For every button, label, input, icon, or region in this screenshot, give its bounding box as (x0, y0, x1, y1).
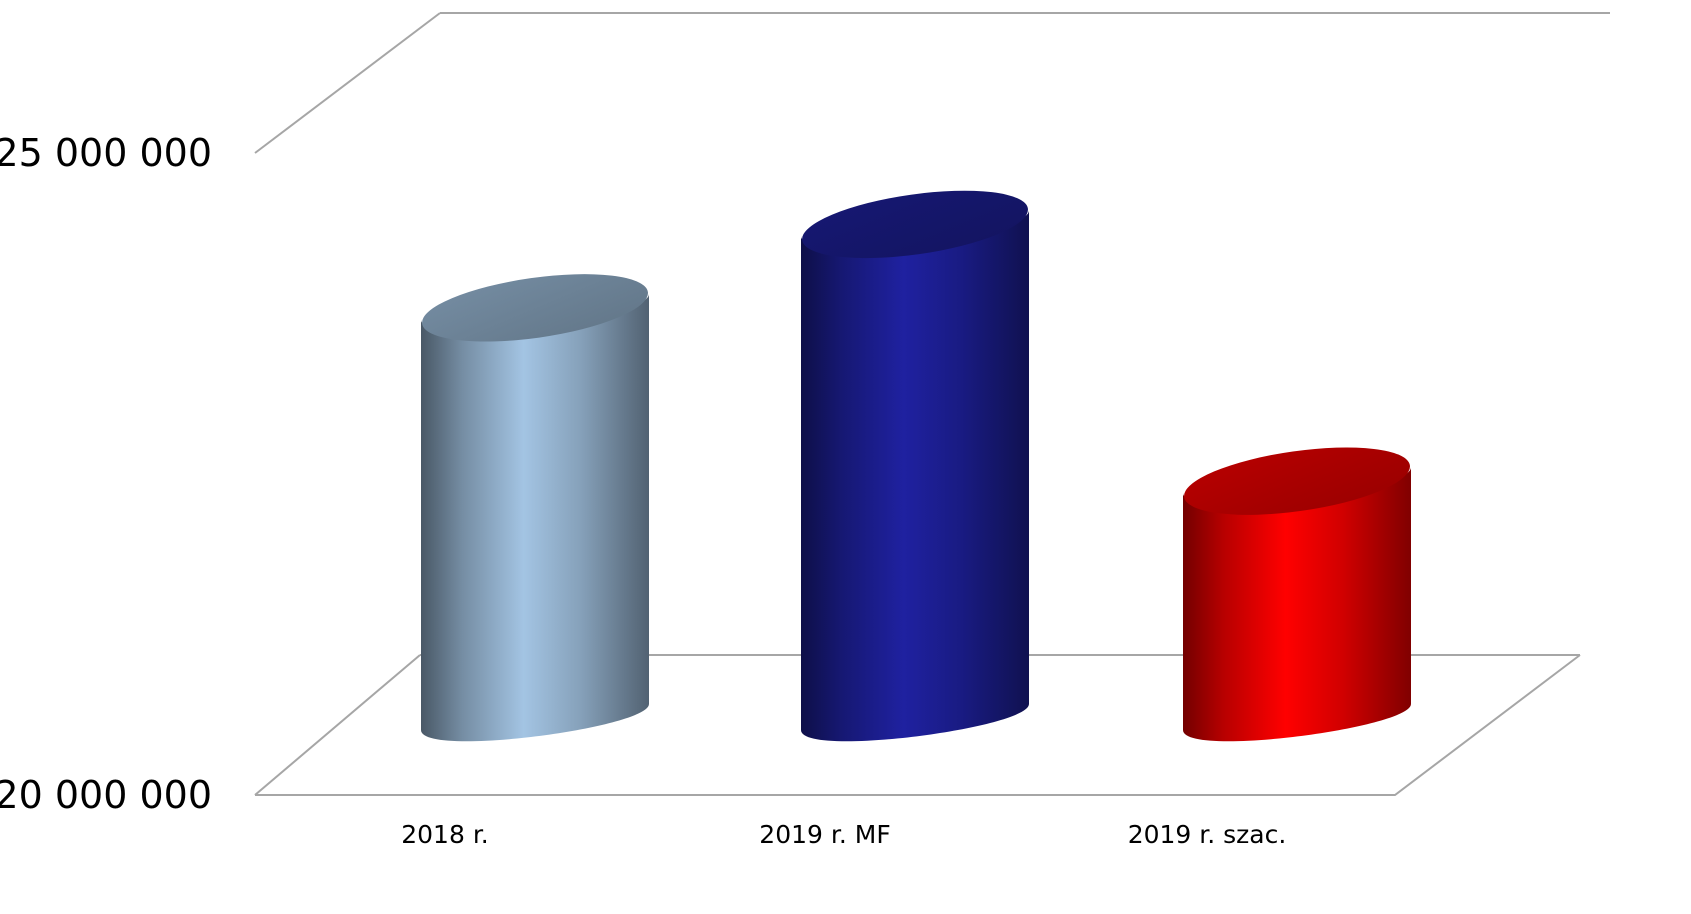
y-axis-tick-labels: 20 000 000 25 000 000 (0, 131, 212, 817)
x-category-label-1: 2019 r. MF (759, 820, 890, 849)
bar-1-top (802, 190, 1028, 259)
floor-front-edge (255, 654, 1581, 796)
top-plane-left-edge (254, 12, 441, 154)
x-category-label-0: 2018 r. (401, 820, 489, 849)
bar-0-body (421, 293, 649, 742)
y-tick-label-1: 25 000 000 (0, 131, 212, 175)
bar-0-top (422, 274, 648, 342)
floor-left-edge (254, 654, 421, 796)
bar-2-body (1183, 467, 1411, 742)
bar-1-body (801, 210, 1029, 742)
x-category-label-2: 2019 r. szac. (1128, 820, 1287, 849)
bar-2-top (1184, 447, 1410, 515)
bars (421, 190, 1411, 742)
x-axis-category-labels: 2018 r. 2019 r. MF 2019 r. szac. (401, 820, 1286, 849)
y-tick-label-0: 20 000 000 (0, 773, 212, 817)
